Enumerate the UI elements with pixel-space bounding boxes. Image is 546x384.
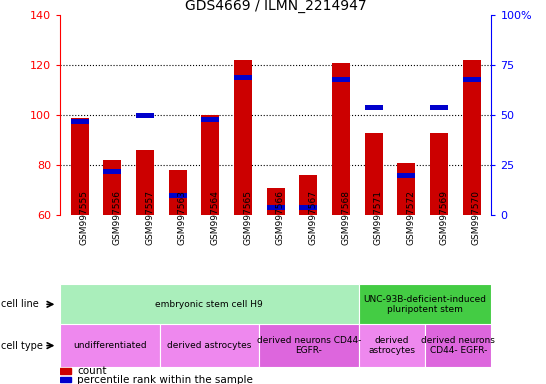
- Text: GSM997556: GSM997556: [112, 190, 121, 245]
- Text: cell line: cell line: [1, 299, 39, 310]
- Bar: [136, 150, 154, 215]
- Bar: [359, 284, 491, 324]
- Bar: [332, 77, 350, 82]
- Bar: [169, 193, 187, 197]
- Bar: [136, 113, 154, 118]
- Bar: [397, 163, 416, 215]
- Bar: [463, 60, 481, 215]
- Bar: [299, 205, 317, 210]
- Bar: [359, 324, 425, 367]
- Text: GSM997569: GSM997569: [439, 190, 448, 245]
- Bar: [430, 105, 448, 110]
- Title: GDS4669 / ILMN_2214947: GDS4669 / ILMN_2214947: [185, 0, 366, 13]
- Text: GSM997564: GSM997564: [210, 190, 219, 245]
- Bar: [267, 188, 284, 215]
- Bar: [60, 377, 71, 382]
- Text: derived
astrocytes: derived astrocytes: [369, 336, 416, 355]
- Bar: [70, 118, 88, 215]
- Text: cell type: cell type: [1, 341, 43, 351]
- Text: undifferentiated: undifferentiated: [73, 341, 147, 350]
- Text: GSM997563: GSM997563: [177, 190, 187, 245]
- Bar: [60, 324, 159, 367]
- Text: embryonic stem cell H9: embryonic stem cell H9: [156, 300, 263, 309]
- Text: GSM997571: GSM997571: [374, 190, 383, 245]
- Bar: [299, 175, 317, 215]
- Text: GSM997555: GSM997555: [80, 190, 88, 245]
- Bar: [463, 77, 481, 82]
- Bar: [60, 284, 359, 324]
- Text: UNC-93B-deficient-induced
pluripotent stem: UNC-93B-deficient-induced pluripotent st…: [364, 295, 486, 314]
- Bar: [70, 119, 88, 124]
- Bar: [201, 115, 219, 215]
- Bar: [430, 133, 448, 215]
- Bar: [397, 173, 416, 177]
- Text: derived neurons
CD44- EGFR-: derived neurons CD44- EGFR-: [422, 336, 495, 355]
- Text: count: count: [78, 366, 107, 376]
- Bar: [60, 369, 71, 374]
- Bar: [103, 169, 121, 174]
- Text: GSM997565: GSM997565: [243, 190, 252, 245]
- Bar: [201, 117, 219, 122]
- Bar: [169, 170, 187, 215]
- Text: GSM997572: GSM997572: [406, 190, 416, 245]
- Bar: [234, 75, 252, 80]
- Bar: [365, 133, 383, 215]
- Text: GSM997567: GSM997567: [308, 190, 317, 245]
- Bar: [425, 324, 491, 367]
- Bar: [332, 63, 350, 215]
- Text: GSM997566: GSM997566: [276, 190, 284, 245]
- Bar: [365, 105, 383, 110]
- Bar: [159, 324, 259, 367]
- Text: derived neurons CD44-
EGFR-: derived neurons CD44- EGFR-: [257, 336, 361, 355]
- Text: GSM997570: GSM997570: [472, 190, 481, 245]
- Bar: [103, 160, 121, 215]
- Text: GSM997557: GSM997557: [145, 190, 154, 245]
- Bar: [259, 324, 359, 367]
- Bar: [234, 60, 252, 215]
- Text: GSM997568: GSM997568: [341, 190, 350, 245]
- Text: derived astrocytes: derived astrocytes: [167, 341, 252, 350]
- Text: percentile rank within the sample: percentile rank within the sample: [78, 375, 253, 384]
- Bar: [267, 205, 284, 210]
